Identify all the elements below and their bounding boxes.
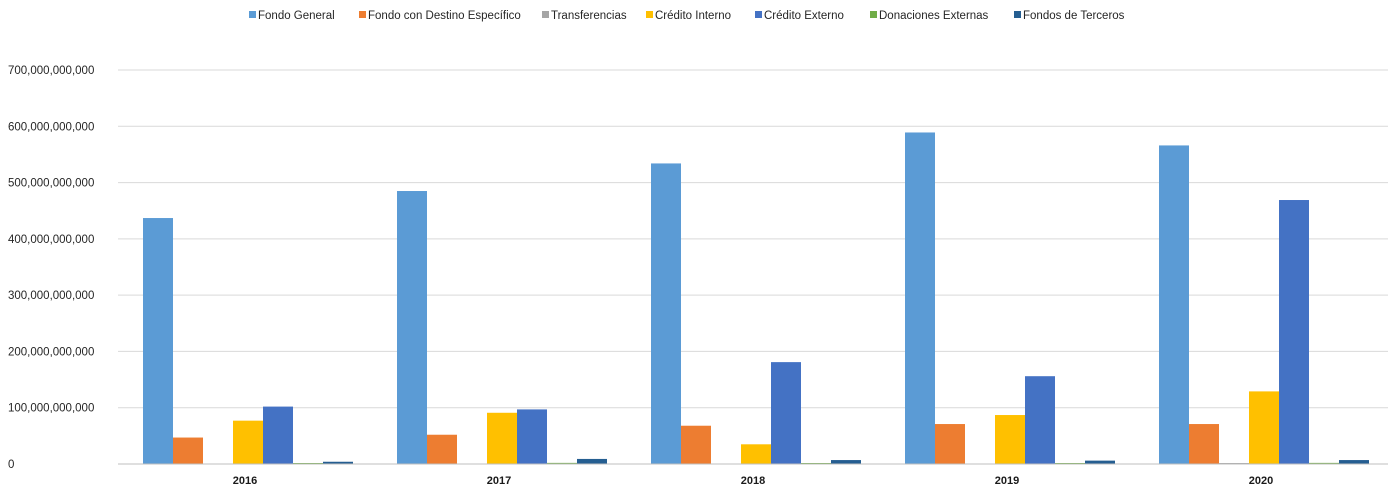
y-tick-label: 700,000,000,000 <box>8 65 94 77</box>
bar-2017-cr-dito-externo <box>517 409 547 464</box>
bar-2019-fondos-de-terceros <box>1085 461 1115 464</box>
y-tick-label: 0 <box>8 459 14 471</box>
bar-2018-cr-dito-externo <box>771 362 801 464</box>
y-tick-label: 200,000,000,000 <box>8 346 94 358</box>
bar-2020-fondos-de-terceros <box>1339 460 1369 464</box>
x-axis-category-labels: 2016 2017 2018 2019 2020 <box>233 475 1273 487</box>
bar-2017-fondo-con-destino-espec-fico <box>427 435 457 464</box>
bar-2018-fondo-con-destino-espec-fico <box>681 426 711 464</box>
legend-item: Fondo General <box>249 10 335 22</box>
y-tick-label: 100,000,000,000 <box>8 403 94 415</box>
y-axis-tick-labels: 0 100,000,000,000 200,000,000,000 300,000,0… <box>8 65 94 471</box>
legend-item: Crédito Interno <box>646 10 731 22</box>
bar-2019-fondo-general <box>905 132 935 464</box>
legend-item: Donaciones Externas <box>870 10 989 22</box>
bar-2020-cr-dito-interno <box>1249 391 1279 464</box>
legend-label: Donaciones Externas <box>879 10 989 22</box>
legend-item: Crédito Externo <box>755 10 844 22</box>
legend-swatch <box>870 11 877 18</box>
bar-2020-fondo-general <box>1159 145 1189 464</box>
legend-swatch <box>755 11 762 18</box>
legend: Fondo General Fondo con Destino Específic… <box>249 10 1125 22</box>
bar-2016-fondo-con-destino-espec-fico <box>173 438 203 464</box>
bar-2018-fondo-general <box>651 163 681 464</box>
legend-label: Crédito Interno <box>655 10 731 22</box>
bar-2018-cr-dito-interno <box>741 444 771 464</box>
legend-label: Fondo con Destino Específico <box>368 10 521 22</box>
legend-label: Transferencias <box>551 10 627 22</box>
legend-label: Fondos de Terceros <box>1023 10 1125 22</box>
bar-2016-fondo-general <box>143 218 173 464</box>
bar-2019-cr-dito-interno <box>995 415 1025 464</box>
legend-swatch <box>542 11 549 18</box>
y-tick-label: 400,000,000,000 <box>8 234 94 246</box>
y-tick-label: 500,000,000,000 <box>8 178 94 190</box>
bar-2016-cr-dito-externo <box>263 407 293 464</box>
x-category-label: 2019 <box>995 475 1019 487</box>
bar-2017-fondos-de-terceros <box>577 459 607 464</box>
x-category-label: 2018 <box>741 475 765 487</box>
bar-2018-fondos-de-terceros <box>831 460 861 464</box>
bar-2017-cr-dito-interno <box>487 413 517 464</box>
x-category-label: 2016 <box>233 475 257 487</box>
bar-2019-fondo-con-destino-espec-fico <box>935 424 965 464</box>
y-tick-label: 600,000,000,000 <box>8 121 94 133</box>
y-tick-label: 300,000,000,000 <box>8 290 94 302</box>
bar-2020-cr-dito-externo <box>1279 200 1309 464</box>
legend-swatch <box>249 11 256 18</box>
legend-item: Fondos de Terceros <box>1014 10 1125 22</box>
bar-2020-fondo-con-destino-espec-fico <box>1189 424 1219 464</box>
gridlines <box>118 70 1388 408</box>
x-category-label: 2017 <box>487 475 511 487</box>
legend-item: Transferencias <box>542 10 627 22</box>
bar-2017-fondo-general <box>397 191 427 464</box>
legend-swatch <box>1014 11 1021 18</box>
legend-label: Fondo General <box>258 10 335 22</box>
x-category-label: 2020 <box>1249 475 1273 487</box>
bar-2016-cr-dito-interno <box>233 421 263 464</box>
legend-swatch <box>359 11 366 18</box>
legend-item: Fondo con Destino Específico <box>359 10 521 22</box>
bar-2019-cr-dito-externo <box>1025 376 1055 464</box>
legend-swatch <box>646 11 653 18</box>
legend-label: Crédito Externo <box>764 10 844 22</box>
